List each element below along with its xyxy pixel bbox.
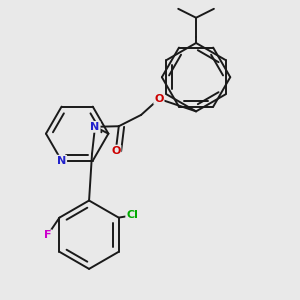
- Text: Cl: Cl: [126, 210, 138, 220]
- Text: N: N: [90, 122, 100, 132]
- Text: O: O: [111, 146, 121, 156]
- Text: N: N: [57, 156, 66, 166]
- Text: O: O: [154, 94, 164, 104]
- Text: F: F: [44, 230, 51, 240]
